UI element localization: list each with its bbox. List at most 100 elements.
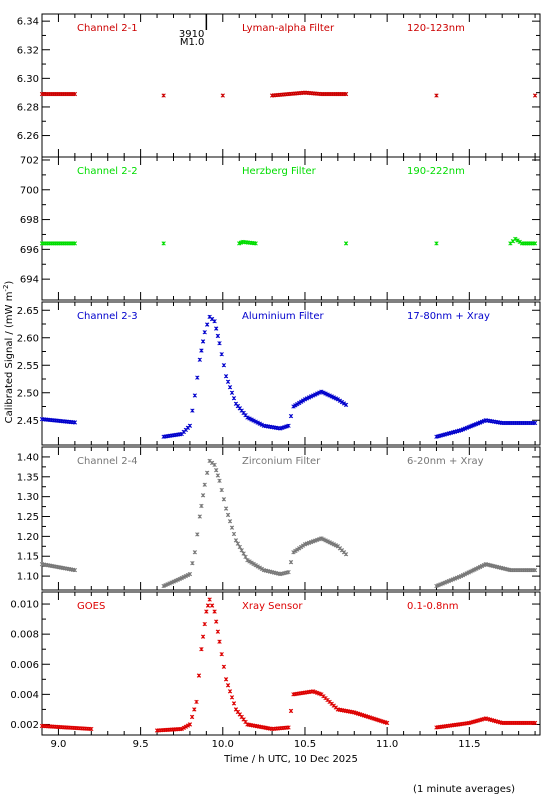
y-tick-label: 1.10 bbox=[17, 572, 39, 583]
panel-1: 6.26 6.28 6.30 6.32 6.34 Channel 2-1 Lyman-alp… bbox=[17, 13, 541, 158]
y-tick-label: 0.008 bbox=[10, 630, 39, 641]
data-point bbox=[212, 462, 217, 468]
data-point bbox=[295, 401, 300, 407]
y-tick-label: 2.45 bbox=[17, 416, 39, 427]
data-point bbox=[195, 532, 200, 537]
band-label: 17-80nm + Xray bbox=[407, 311, 490, 322]
data-point bbox=[298, 399, 304, 404]
filter-label: Lyman-alpha Filter bbox=[242, 23, 335, 34]
data-point bbox=[233, 538, 239, 543]
band-label: 190-222nm bbox=[407, 166, 465, 177]
data-point bbox=[231, 531, 237, 537]
data-point bbox=[297, 400, 302, 406]
data-point bbox=[243, 554, 248, 560]
data-point bbox=[532, 93, 538, 98]
band-label: 6-20nm + Xray bbox=[407, 456, 484, 467]
data-point bbox=[227, 519, 233, 524]
data-point bbox=[200, 339, 206, 344]
y-tick-label: 2.65 bbox=[17, 306, 39, 317]
data-point bbox=[286, 569, 291, 575]
panel-4: 1.10 1.15 1.20 1.25 1.30 1.35 1.40 Channel 2-4 Z… bbox=[17, 446, 541, 591]
data-point bbox=[219, 352, 224, 357]
y-tick-label: 1.25 bbox=[17, 512, 39, 523]
data-point bbox=[205, 470, 210, 475]
data-point bbox=[384, 720, 390, 726]
data-point bbox=[220, 93, 225, 98]
x-tick-label: 11.5 bbox=[458, 739, 480, 750]
data-point bbox=[72, 241, 78, 246]
data-point bbox=[239, 548, 244, 553]
data-point bbox=[532, 241, 538, 246]
data-point bbox=[200, 634, 206, 639]
data-point bbox=[249, 560, 254, 565]
y-axis-label-end: ) bbox=[4, 281, 15, 285]
y-tick-label: 2.60 bbox=[17, 333, 39, 344]
channel-label: Channel 2-2 bbox=[77, 166, 138, 177]
y-tick-label: 702 bbox=[20, 155, 39, 166]
data-point bbox=[179, 726, 184, 732]
data-point bbox=[202, 330, 207, 335]
y-tick-label: 6.26 bbox=[17, 131, 39, 142]
y-tick-label: 0.002 bbox=[10, 720, 39, 731]
data-point bbox=[215, 473, 221, 478]
y-tick-label: 1.15 bbox=[17, 552, 39, 563]
data-point bbox=[257, 565, 262, 570]
data-point bbox=[434, 241, 439, 246]
data-point bbox=[225, 379, 231, 384]
data-point bbox=[245, 558, 250, 563]
footnote: (1 minute averages) bbox=[413, 784, 515, 795]
x-tick-label: 10.5 bbox=[294, 739, 316, 750]
data-point bbox=[225, 683, 231, 688]
y-tick-label: 0.006 bbox=[10, 660, 39, 671]
data-point bbox=[199, 503, 204, 509]
data-point bbox=[343, 241, 349, 246]
data-point bbox=[212, 319, 217, 324]
data-point bbox=[161, 241, 166, 246]
data-point bbox=[185, 723, 191, 728]
data-point bbox=[189, 714, 195, 720]
data-point bbox=[194, 699, 199, 705]
data-point bbox=[217, 341, 222, 346]
filter-label: Xray Sensor bbox=[242, 601, 303, 612]
data-point bbox=[343, 91, 349, 97]
data-point bbox=[72, 91, 78, 97]
y-tick-label: 6.32 bbox=[17, 45, 39, 56]
data-point bbox=[343, 402, 349, 408]
panel-frame bbox=[41, 13, 541, 158]
data-point bbox=[286, 725, 291, 730]
data-point bbox=[223, 677, 229, 682]
data-point bbox=[72, 567, 78, 573]
filter-label: Aluminium Filter bbox=[242, 311, 325, 322]
data-point bbox=[532, 420, 538, 426]
filter-label: Herzberg Filter bbox=[242, 166, 317, 177]
data-point bbox=[231, 396, 237, 401]
data-point bbox=[434, 93, 439, 98]
data-point bbox=[532, 720, 538, 726]
y-tick-label: 696 bbox=[20, 245, 39, 256]
data-point bbox=[204, 609, 209, 614]
data-point bbox=[532, 567, 538, 573]
data-point bbox=[209, 603, 215, 608]
band-label: 120-123nm bbox=[407, 23, 465, 34]
y-tick-label: 694 bbox=[20, 275, 39, 286]
panel-frame bbox=[41, 446, 541, 591]
filter-label: Zirconium Filter bbox=[242, 456, 321, 467]
data-point bbox=[181, 725, 186, 731]
y-tick-label: 1.30 bbox=[17, 492, 39, 503]
data-point bbox=[231, 701, 237, 706]
data-point bbox=[205, 322, 210, 327]
data-point bbox=[187, 722, 193, 727]
panel-frame bbox=[41, 156, 541, 301]
flare-marker-id: 3910 bbox=[179, 29, 204, 40]
data-point bbox=[215, 629, 221, 634]
data-point bbox=[343, 552, 349, 557]
panel-frame bbox=[41, 301, 541, 446]
data-point bbox=[229, 525, 235, 530]
x-axis-label: Time / h UTC, 10 Dec 2025 bbox=[223, 754, 358, 765]
data-point bbox=[190, 408, 195, 413]
y-tick-label: 2.55 bbox=[17, 361, 39, 372]
y-tick-label: 1.40 bbox=[17, 452, 39, 463]
channel-label: Channel 2-3 bbox=[77, 311, 138, 322]
y-tick-label: 0.010 bbox=[10, 600, 39, 611]
